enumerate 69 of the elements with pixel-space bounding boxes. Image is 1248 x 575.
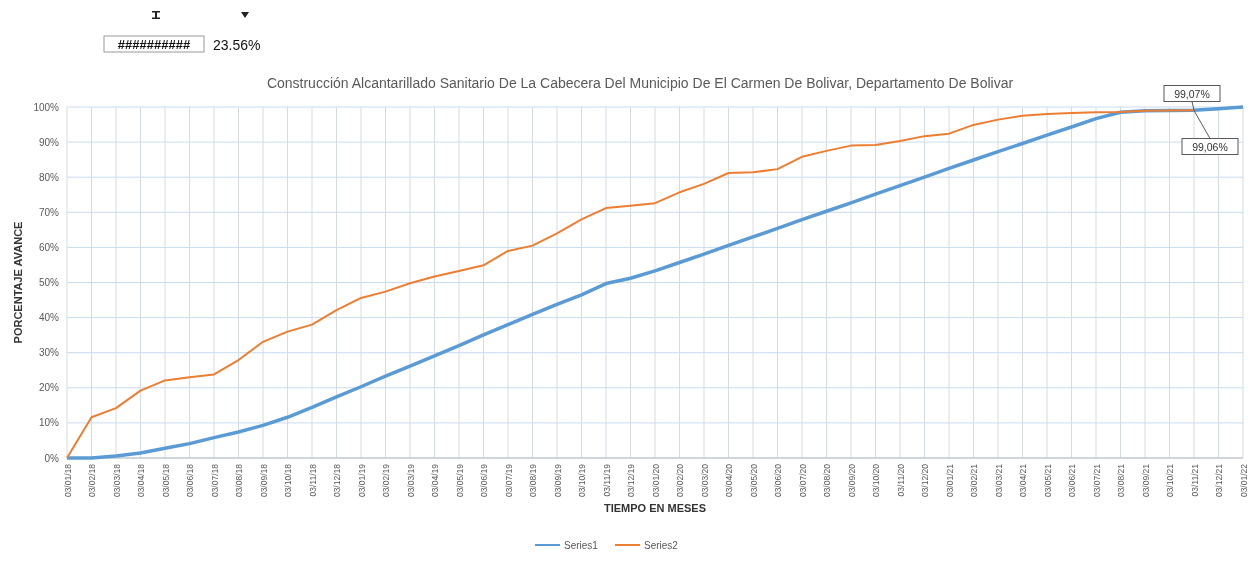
x-tick-label: 03/02/18 — [87, 463, 97, 498]
x-axis-title: TIEMPO EN MESES — [603, 502, 707, 514]
x-tick-label: 03/07/18 — [209, 463, 220, 498]
x-tick-label: 03/10/19 — [577, 463, 587, 498]
x-tick-label: 03/03/18 — [111, 463, 122, 498]
x-tick-label: 03/09/21 — [1140, 463, 1151, 498]
x-tick-label: 03/07/20 — [797, 463, 808, 498]
x-tick-label: 03/04/20 — [724, 463, 734, 498]
x-tick-label: 03/10/18 — [283, 463, 293, 498]
x-tick-label: 03/03/20 — [699, 463, 710, 498]
y-tick-label: 20% — [38, 382, 60, 394]
x-tick-label: 03/06/20 — [773, 463, 783, 498]
text: ########## — [117, 37, 191, 52]
x-tick-label: 03/01/21 — [944, 463, 955, 498]
x-tick-label: 03/02/19 — [381, 463, 391, 498]
x-tick-label: 03/06/21 — [1067, 463, 1077, 498]
x-tick-label: 03/07/19 — [503, 463, 514, 498]
x-tick-label: 03/09/19 — [552, 463, 563, 498]
x-tick-label: 03/09/20 — [846, 463, 857, 498]
x-tick-label: 03/12/19 — [626, 463, 636, 498]
x-tick-label: 03/02/21 — [969, 463, 979, 498]
x-tick-label: 03/07/21 — [1091, 463, 1102, 498]
annotation: 99,06% — [1192, 140, 1228, 153]
x-tick-label: 03/12/21 — [1214, 463, 1224, 498]
x-tick-label: 03/03/21 — [993, 463, 1004, 498]
x-tick-label: 03/08/18 — [234, 463, 244, 498]
x-tick-label: 03/08/19 — [528, 463, 538, 498]
x-tick-label: 03/01/20 — [650, 463, 661, 498]
x-tick-label: 03/04/21 — [1018, 463, 1028, 498]
x-tick-label: 03/11/18 — [307, 463, 318, 497]
x-tick-label: 03/01/18 — [62, 463, 73, 498]
y-tick-label: 90% — [38, 136, 60, 148]
y-tick-label: 80% — [38, 171, 60, 183]
text: 23.56% — [213, 37, 261, 53]
x-tick-label: 03/10/20 — [871, 463, 881, 498]
y-axis-title: PORCENTAJE AVANCE — [12, 221, 24, 344]
x-tick-label: 03/12/20 — [920, 463, 930, 498]
annotation: 99,07% — [1174, 87, 1210, 100]
chart-title: Construcción Alcantarillado Sanitario De La Cabecera Del Municipio De El Carmen De Bolivar, Departamento De Bolivar — [266, 75, 1014, 91]
legend-label: Series2 — [644, 539, 679, 551]
x-tick-label: 03/10/21 — [1165, 463, 1175, 498]
x-tick-label: 03/08/20 — [822, 463, 832, 498]
x-tick-label: 03/05/20 — [748, 463, 759, 498]
x-tick-label: 03/06/18 — [185, 463, 195, 498]
y-tick-label: 70% — [38, 206, 60, 218]
y-tick-label: 40% — [38, 312, 60, 324]
x-tick-label: 03/01/19 — [356, 463, 367, 498]
y-tick-label: 60% — [38, 241, 60, 253]
y-tick-label: 100% — [33, 101, 60, 113]
x-tick-label: 03/12/18 — [332, 463, 342, 498]
x-tick-label: 03/11/21 — [1189, 463, 1200, 497]
x-tick-label: 03/11/20 — [895, 463, 906, 497]
x-tick-label: 03/09/18 — [258, 463, 269, 498]
x-tick-label: 03/05/21 — [1042, 463, 1053, 498]
x-tick-label: 03/08/21 — [1116, 463, 1126, 498]
y-tick-label: 0% — [44, 452, 60, 464]
y-tick-label: 30% — [38, 347, 60, 359]
x-tick-label: 03/03/19 — [405, 463, 416, 498]
x-tick-label: 03/02/20 — [675, 463, 685, 498]
x-tick-label: 03/04/19 — [430, 463, 440, 498]
x-tick-label: 03/05/19 — [454, 463, 465, 498]
x-tick-label: 03/05/18 — [160, 463, 171, 498]
legend-label: Series1 — [564, 539, 599, 551]
y-tick-label: 50% — [38, 277, 60, 288]
x-tick-label: 03/01/22 — [1238, 463, 1248, 498]
x-tick-label: 03/04/18 — [136, 463, 146, 498]
x-tick-label: 03/06/19 — [479, 463, 489, 498]
x-tick-label: 03/11/19 — [601, 463, 612, 497]
y-tick-label: 10% — [38, 417, 60, 429]
